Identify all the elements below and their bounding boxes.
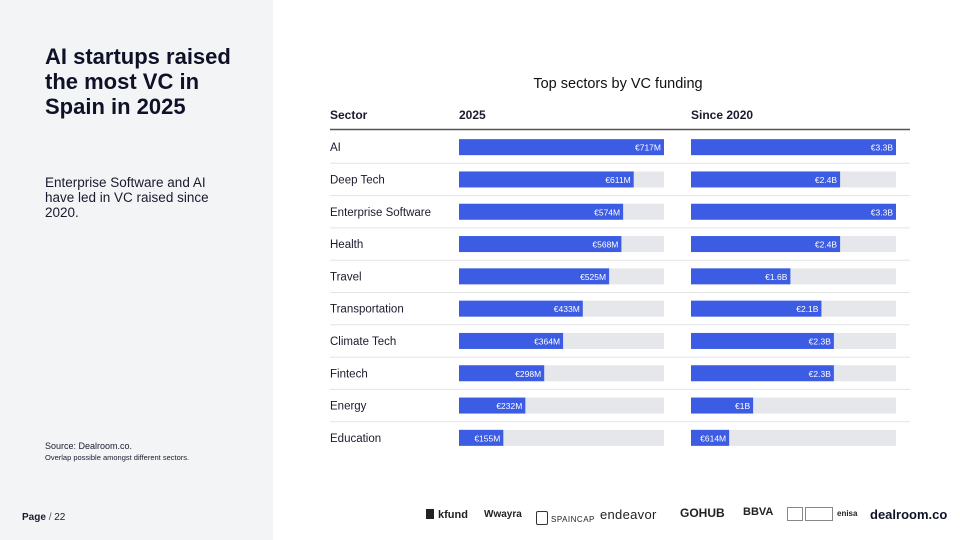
bar-value-label: €1B bbox=[735, 401, 750, 411]
bar bbox=[691, 365, 834, 382]
spaincap-mark-icon bbox=[536, 511, 548, 525]
source-line: Source: Dealroom.co. bbox=[45, 441, 133, 451]
bar bbox=[459, 203, 624, 220]
page-number: Page / 22 bbox=[22, 512, 65, 523]
bar bbox=[459, 139, 664, 156]
bar bbox=[691, 203, 896, 220]
column-header-2: Since 2020 bbox=[691, 108, 753, 122]
sector-label: Travel bbox=[330, 271, 362, 283]
ministry-mark-icon bbox=[805, 507, 833, 521]
sector-label: Fintech bbox=[330, 368, 368, 380]
bar-value-label: €2.4B bbox=[815, 240, 838, 250]
enisa-logo-text: enisa bbox=[837, 509, 858, 518]
column-header-0: Sector bbox=[330, 108, 368, 122]
wayra-logo: Wwayra bbox=[484, 509, 522, 520]
bar-value-label: €614M bbox=[700, 433, 726, 443]
sector-label: Deep Tech bbox=[330, 174, 385, 186]
bar-value-label: €611M bbox=[605, 175, 630, 185]
sector-label: AI bbox=[330, 142, 341, 154]
bar bbox=[691, 236, 841, 253]
bbva-logo: BBVA bbox=[743, 506, 774, 518]
kfund-logo: kfund bbox=[426, 509, 468, 521]
kfund-mark-icon bbox=[426, 509, 434, 519]
bar-track bbox=[691, 429, 896, 446]
overlap-note: Overlap possible amongst different secto… bbox=[45, 453, 190, 462]
partner-logos: kfund Wwayra SPAINCAP endeavor GOHUB BBV… bbox=[422, 503, 947, 531]
endeavor-logo: endeavor bbox=[600, 507, 657, 522]
bar-value-label: €433M bbox=[554, 304, 580, 314]
bar bbox=[691, 139, 896, 156]
bar bbox=[691, 332, 834, 349]
bar bbox=[691, 397, 754, 414]
bar bbox=[459, 171, 634, 188]
page-subtitle: Enterprise Software and AI have led in V… bbox=[45, 175, 209, 220]
sector-label: Health bbox=[330, 239, 363, 251]
bar-value-label: €717M bbox=[635, 143, 661, 153]
bar-value-label: €525M bbox=[580, 272, 606, 282]
bar-value-label: €2.4B bbox=[815, 175, 838, 185]
spaincap-logo-text: SPAINCAP bbox=[551, 515, 595, 524]
bar bbox=[459, 365, 545, 382]
sector-label: Enterprise Software bbox=[330, 207, 431, 219]
sector-label: Transportation bbox=[330, 304, 404, 316]
left-panel: AI startups raised the most VC in Spain … bbox=[0, 0, 273, 540]
bar-value-label: €2.1B bbox=[796, 304, 819, 314]
bar bbox=[691, 300, 822, 317]
bar bbox=[459, 236, 622, 253]
wayra-logo-text: wayra bbox=[493, 509, 522, 520]
bar-value-label: €3.3B bbox=[871, 207, 894, 217]
bar-value-label: €3.3B bbox=[871, 143, 894, 153]
government-seal-icon bbox=[787, 507, 803, 521]
bar-value-label: €1.6B bbox=[765, 272, 788, 282]
kfund-logo-text: kfund bbox=[438, 509, 468, 521]
bar-value-label: €2.3B bbox=[809, 336, 832, 346]
bar bbox=[691, 171, 841, 188]
bar-value-label: €568M bbox=[592, 240, 618, 250]
bar-track bbox=[459, 429, 664, 446]
bar bbox=[691, 268, 791, 285]
column-header-1: 2025 bbox=[459, 108, 486, 122]
page-separator: / bbox=[48, 512, 52, 523]
wayra-mark-icon: W bbox=[484, 509, 494, 520]
bar-value-label: €232M bbox=[496, 401, 522, 411]
bar bbox=[459, 429, 504, 446]
source-note: Source: Dealroom.co. Overlap possible am… bbox=[45, 441, 189, 463]
bar-value-label: €298M bbox=[515, 369, 541, 379]
bar bbox=[691, 429, 730, 446]
bar-value-label: €574M bbox=[594, 207, 620, 217]
bar bbox=[459, 268, 610, 285]
bar-value-label: €364M bbox=[534, 336, 560, 346]
government-enisa-logo: enisa bbox=[787, 507, 859, 521]
sector-label: Education bbox=[330, 433, 381, 445]
spaincap-logo: SPAINCAP bbox=[536, 511, 595, 525]
page-value: 22 bbox=[54, 512, 66, 523]
gohub-logo: GOHUB bbox=[680, 506, 725, 520]
chart-title: Top sectors by VC funding bbox=[533, 76, 703, 92]
page-label: Page bbox=[22, 512, 46, 523]
bar bbox=[459, 397, 526, 414]
page-title: AI startups raised the most VC in Spain … bbox=[45, 44, 231, 119]
sector-label: Energy bbox=[330, 401, 367, 413]
dealroom-logo: dealroom.co bbox=[870, 507, 948, 522]
bar-value-label: €2.3B bbox=[809, 369, 832, 379]
bar bbox=[459, 300, 583, 317]
bar bbox=[459, 332, 564, 349]
sector-label: Climate Tech bbox=[330, 336, 396, 348]
bar-value-label: €155M bbox=[474, 433, 500, 443]
